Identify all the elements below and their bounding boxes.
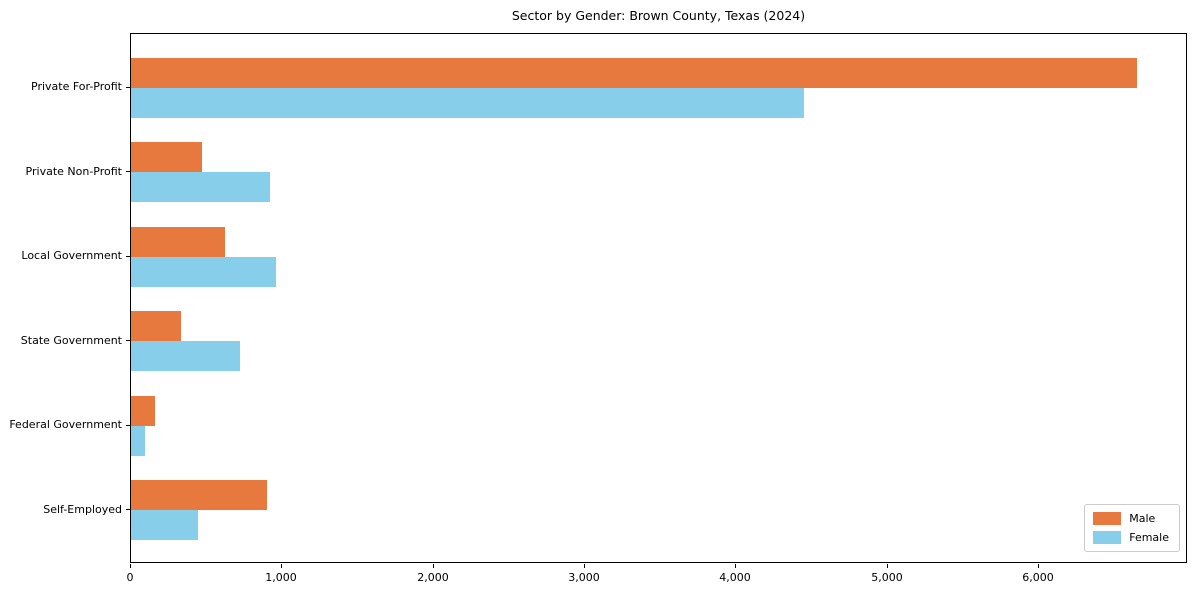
bar-male-private-for-profit	[131, 58, 1137, 88]
legend-swatch-male	[1093, 512, 1122, 525]
x-tick-label-0: 0	[126, 571, 134, 584]
bar-male-private-non-profit	[131, 142, 202, 172]
y-tick-label-local-government: Local Government	[21, 249, 122, 262]
x-tick-label-2000: 2,000	[417, 571, 449, 584]
plot-area: Male Female	[130, 33, 1187, 563]
x-tick-label-5000: 5,000	[871, 571, 903, 584]
y-tick-mark	[126, 87, 130, 88]
legend-label-female: Female	[1129, 531, 1169, 544]
x-tick-label-4000: 4,000	[719, 571, 751, 584]
y-tick-label-state-government: State Government	[20, 334, 122, 347]
x-tick-mark	[584, 564, 585, 568]
x-tick-label-3000: 3,000	[568, 571, 600, 584]
legend: Male Female	[1084, 504, 1180, 552]
legend-entry-male: Male	[1093, 512, 1169, 525]
y-tick-mark	[126, 340, 130, 341]
x-tick-mark	[130, 564, 131, 568]
bars-layer	[131, 34, 1186, 562]
bar-male-state-government	[131, 311, 181, 341]
y-tick-mark	[126, 509, 130, 510]
y-tick-label-federal-government: Federal Government	[9, 418, 122, 431]
x-tick-label-6000: 6,000	[1022, 571, 1054, 584]
bar-female-private-non-profit	[131, 172, 270, 202]
x-tick-mark	[433, 564, 434, 568]
y-tick-mark	[126, 171, 130, 172]
y-tick-mark	[126, 425, 130, 426]
x-tick-mark	[281, 564, 282, 568]
bar-female-self-employed	[131, 510, 198, 540]
bar-female-state-government	[131, 341, 240, 371]
chart-title: Sector by Gender: Brown County, Texas (2…	[511, 8, 806, 23]
y-tick-label-self-employed: Self-Employed	[43, 503, 122, 516]
legend-swatch-female	[1093, 531, 1122, 544]
bar-female-federal-government	[131, 426, 145, 456]
bar-male-federal-government	[131, 396, 155, 426]
bar-male-self-employed	[131, 480, 267, 510]
y-tick-mark	[126, 256, 130, 257]
bar-male-local-government	[131, 227, 225, 257]
y-tick-label-private-for-profit: Private For-Profit	[31, 80, 122, 93]
x-tick-mark	[735, 564, 736, 568]
legend-label-male: Male	[1129, 512, 1156, 525]
x-tick-label-1000: 1,000	[265, 571, 297, 584]
bar-female-private-for-profit	[131, 88, 804, 118]
bar-female-local-government	[131, 257, 276, 287]
legend-entry-female: Female	[1093, 531, 1169, 544]
y-tick-label-private-non-profit: Private Non-Profit	[25, 165, 122, 178]
x-tick-mark	[887, 564, 888, 568]
x-tick-mark	[1038, 564, 1039, 568]
